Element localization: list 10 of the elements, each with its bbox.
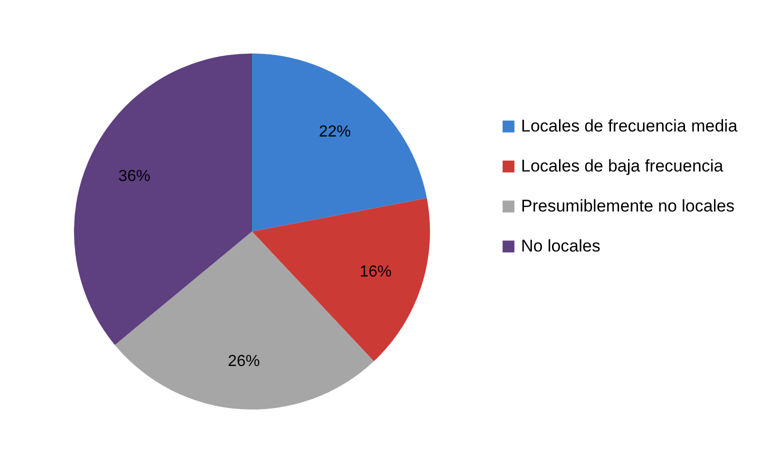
- pie-slice: [252, 54, 427, 232]
- legend-label: Presumiblemente no locales: [521, 196, 735, 216]
- pie-slice: [74, 54, 252, 345]
- data-label: 22%: [318, 123, 351, 140]
- legend-label: Locales de frecuencia media: [521, 116, 738, 136]
- data-label: 36%: [118, 168, 150, 186]
- legend-label: No locales: [521, 236, 600, 256]
- data-label: 26%: [228, 353, 260, 370]
- data-label: 16%: [360, 264, 392, 281]
- legend-label: Locales de baja frecuencia: [521, 156, 724, 176]
